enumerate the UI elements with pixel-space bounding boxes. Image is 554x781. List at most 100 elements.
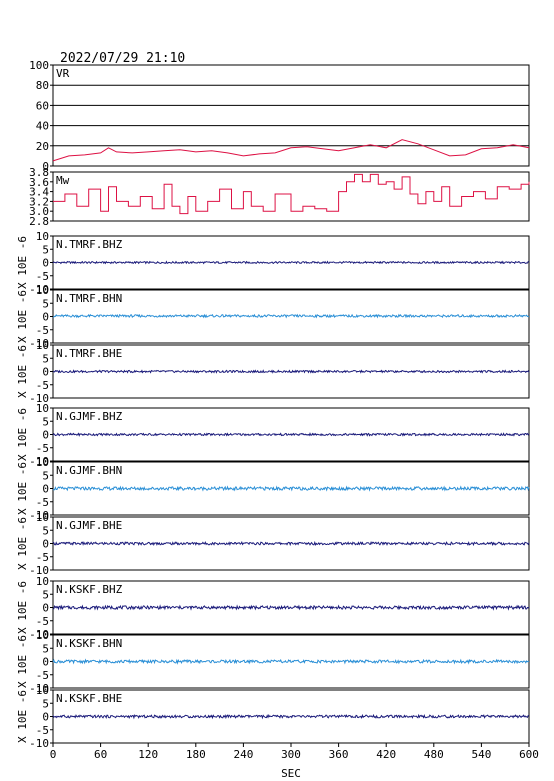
trace-5-ytick-label: 0 [42, 483, 49, 496]
trace-6-waveform [52, 540, 530, 547]
trace-6-ytick-label: 0 [42, 538, 49, 551]
trace-9-ytick-label: 10 [36, 684, 49, 697]
trace-6-ytick-label: 5 [42, 524, 49, 537]
trace-5-ytick-label: 10 [36, 456, 49, 469]
trace-7-label: N.KSKF.BHZ [56, 583, 123, 596]
vr-panel-frame [52, 64, 530, 167]
trace-8-ytick-label: 5 [42, 642, 49, 655]
mw-ytick-label: 3.4 [29, 186, 49, 199]
trace-8-label: N.KSKF.BHN [56, 637, 122, 650]
trace-9-ytick-label: -10 [29, 737, 49, 750]
trace-7-ytick-label: -5 [36, 615, 49, 628]
trace-2-label: N.TMRF.BHN [56, 292, 122, 305]
trace-2-ytick-label: 10 [36, 284, 49, 297]
x-axis-label: SEC [281, 767, 301, 780]
x-tick-label: 540 [471, 748, 491, 761]
x-tick-label: 240 [233, 748, 253, 761]
vr-ytick-label: 40 [36, 120, 49, 133]
trace-3-ytick-label: 0 [42, 366, 49, 379]
mw-ytick-label: 3.8 [29, 166, 49, 179]
mw-ytick-label: 3.0 [29, 205, 49, 218]
trace-6-ylabel: X 10E -6 [16, 517, 29, 570]
trace-5-ylabel: X 10E -6 [16, 462, 29, 515]
trace-8-ytick-label: -5 [36, 669, 49, 682]
trace-2-ytick-label: 5 [42, 297, 49, 310]
vr-ytick-label: 100 [29, 59, 49, 72]
x-axis: 0 60 120 180 240 300 360 420 480 540 600 [50, 743, 539, 761]
trace-1-ytick-label: -5 [36, 270, 49, 283]
trace-4-waveform [52, 432, 530, 437]
trace-5-ytick-label: 5 [42, 469, 49, 482]
trace-9-ytick-label: -5 [36, 724, 49, 737]
trace-9-ylabel: X 10E -6 [16, 690, 29, 743]
trace-4-ytick-label: 0 [42, 429, 49, 442]
mw-ytick-label: 3.2 [29, 195, 49, 208]
x-tick-label: 600 [519, 748, 539, 761]
trace-7-ytick-label: -10 [29, 628, 49, 641]
trace-1-ytick-label: 5 [42, 243, 49, 256]
x-tick-label: 180 [186, 748, 206, 761]
trace-5-ytick-label: -5 [36, 496, 49, 509]
panels-group: 020406080100VR2.83.03.23.43.63.8Mw-10-50… [16, 59, 530, 750]
trace-8-waveform [52, 658, 530, 665]
trace-3-ytick-label: 5 [42, 352, 49, 365]
trace-7-ylabel: X 10E -6 [16, 581, 29, 634]
trace-6-ytick-label: 10 [36, 511, 49, 524]
trace-4-ylabel: X 10E -6 [16, 408, 29, 461]
trace-9-label: N.KSKF.BHE [56, 692, 122, 705]
trace-3-waveform [52, 369, 530, 374]
x-tick-label: 0 [50, 748, 57, 761]
trace-2-ylabel: X 10E -6 [16, 290, 29, 343]
trace-8-ytick-label: 10 [36, 629, 49, 642]
trace-9-waveform [52, 713, 530, 720]
x-tick-label: 480 [424, 748, 444, 761]
trace-7-ytick-label: 10 [36, 575, 49, 588]
trace-6-ytick-label: -5 [36, 551, 49, 564]
x-tick-label: 420 [376, 748, 396, 761]
trace-8-ytick-label: -10 [29, 682, 49, 695]
trace-1-ylabel: X 10E -6 [16, 236, 29, 289]
trace-5-label: N.GJMF.BHN [56, 464, 122, 477]
trace-7-waveform [53, 604, 530, 611]
trace-3-ytick-label: -10 [29, 392, 49, 405]
trace-1-label: N.TMRF.BHZ [56, 238, 123, 251]
trace-3-ytick-label: 10 [36, 339, 49, 352]
trace-5-ytick-label: -10 [29, 509, 49, 522]
trace-6-ytick-label: -10 [29, 564, 49, 577]
trace-4-ytick-label: 10 [36, 402, 49, 415]
mw-ytick-label: 2.8 [29, 215, 49, 228]
vr-series-line [52, 139, 530, 162]
trace-8-ylabel: X 10E -6 [16, 635, 29, 688]
trace-6-label: N.GJMF.BHE [56, 519, 122, 532]
mw-series-line [53, 173, 530, 215]
trace-4-label: N.GJMF.BHZ [56, 410, 123, 423]
mw-panel-frame [52, 171, 530, 222]
trace-7-ytick-label: 5 [42, 588, 49, 601]
trace-4-ytick-label: -5 [36, 442, 49, 455]
trace-2-waveform [52, 313, 530, 319]
trace-9-ytick-label: 0 [42, 711, 49, 724]
trace-1-ytick-label: -10 [29, 283, 49, 296]
x-tick-label: 360 [329, 748, 349, 761]
vr-panel-label: VR [56, 67, 70, 80]
x-tick-label: 120 [138, 748, 158, 761]
trace-2-ytick-label: -5 [36, 324, 49, 337]
trace-1-ytick-label: 10 [36, 230, 49, 243]
mw-panel-label: Mw [56, 174, 70, 187]
vr-ytick-label: 20 [36, 140, 49, 153]
trace-2-ytick-label: -10 [29, 337, 49, 350]
trace-4-ytick-label: 5 [42, 415, 49, 428]
trace-4-ytick-label: -10 [29, 455, 49, 468]
x-tick-label: 60 [94, 748, 107, 761]
trace-8-ytick-label: 0 [42, 656, 49, 669]
mw-ytick-label: 3.6 [29, 176, 49, 189]
trace-1-waveform [52, 260, 530, 265]
vr-ytick-label: 60 [36, 99, 49, 112]
trace-2-panel-frame [52, 289, 530, 344]
trace-3-ylabel: X 10E -6 [16, 345, 29, 398]
trace-5-waveform [52, 485, 530, 492]
vr-ytick-label: 0 [42, 160, 49, 173]
trace-9-ytick-label: 5 [42, 697, 49, 710]
x-tick-label: 300 [281, 748, 301, 761]
